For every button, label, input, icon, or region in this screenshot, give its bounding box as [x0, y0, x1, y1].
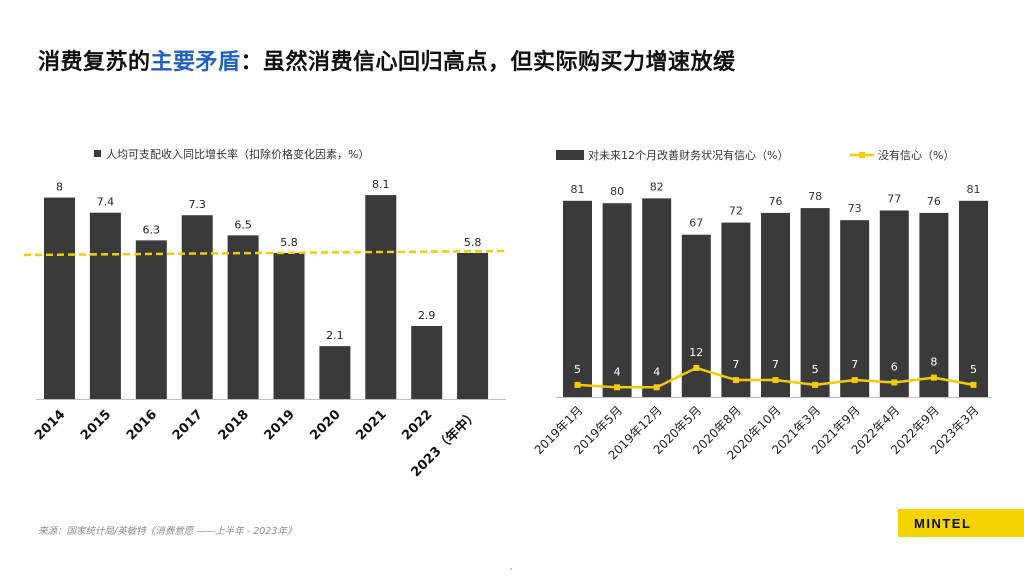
- line-point: [614, 384, 621, 391]
- line-value-label: 7: [851, 358, 858, 371]
- bar-2021: [365, 195, 397, 399]
- line-point: [851, 377, 858, 384]
- legend-marker-not-confident: [859, 152, 865, 158]
- line-point: [693, 364, 700, 371]
- bar-value-label: 5.8: [280, 236, 298, 249]
- income-growth-chart: 人均可支配收入同比增长率（扣除价格变化因素，%） 8 7.4 6.3 7.3 6.5 5.…: [23, 147, 507, 480]
- bar-2023（年中）: [457, 252, 489, 399]
- bar-2018: [227, 235, 259, 399]
- bar-value-label: 8.1: [372, 178, 390, 191]
- bar-value-label: 77: [887, 192, 901, 205]
- page-title: 消费复苏的主要矛盾：虽然消费信心回归高点，但实际购买力增速放缓: [38, 44, 736, 76]
- bar-value-label: 2.1: [326, 329, 344, 342]
- line-point: [653, 384, 660, 391]
- title-highlight: 主要矛盾: [150, 50, 241, 75]
- bar-2022年9月: [919, 212, 949, 397]
- line-point: [970, 381, 977, 388]
- bar-2019年1月: [563, 200, 592, 397]
- bar-value-label: 76: [769, 195, 783, 208]
- bar-value-label: 73: [848, 202, 862, 215]
- line-point: [732, 377, 739, 384]
- legend-swatch-income: [94, 150, 101, 157]
- bar-value-label: 7.3: [188, 198, 206, 211]
- bar-value-label: 5.8: [464, 236, 482, 249]
- title-part-2: ：虽然消费信心回归高点，但实际购买力增速放缓: [240, 50, 736, 75]
- line-value-label: 4: [614, 365, 621, 378]
- legend-label-confident: 对未来12个月改善财务状况有信心（%）: [588, 148, 788, 162]
- bar-2021年9月: [840, 220, 870, 397]
- line-point: [891, 379, 898, 386]
- bar-value-label: 81: [571, 183, 585, 196]
- legend-label-income: 人均可支配收入同比增长率（扣除价格变化因素，%）: [106, 147, 369, 161]
- bar-2014: [44, 197, 75, 399]
- bar-2020: [319, 346, 351, 399]
- bar-2017: [181, 215, 213, 399]
- source-note: 来源：国家统计局/英敏特《消费意愿 ——上半年 - 2023年》: [38, 526, 297, 537]
- bar-2020年10月: [761, 212, 790, 397]
- line-point: [772, 377, 779, 384]
- bar-value-label: 6.3: [143, 223, 161, 236]
- line-value-label: 5: [812, 363, 819, 376]
- bar-value-label: 80: [610, 185, 624, 198]
- bar-value-label: 82: [650, 180, 664, 193]
- line-value-label: 4: [653, 365, 660, 378]
- line-value-label: 5: [574, 363, 581, 376]
- line-value-label: 7: [772, 358, 779, 371]
- footer-mark: [510, 568, 512, 570]
- line-value-label: 5: [970, 363, 977, 376]
- reference-line: [23, 249, 507, 257]
- bar-2022: [411, 325, 443, 399]
- legend-swatch-confident: [556, 150, 584, 160]
- bar-2019: [273, 252, 305, 399]
- bar-value-label: 72: [729, 205, 743, 218]
- bar-2023年3月: [959, 200, 988, 397]
- bar-value-label: 7.4: [97, 196, 115, 209]
- line-value-label: 7: [732, 358, 739, 371]
- bar-2019年12月: [642, 198, 672, 397]
- bar-2022年4月: [879, 210, 909, 397]
- bar-value-label: 2.9: [418, 309, 436, 322]
- line-value-label: 8: [930, 356, 937, 369]
- bar-2021年3月: [800, 208, 830, 397]
- bar-value-label: 81: [967, 183, 981, 196]
- legend-label-not-confident: 没有信心（%）: [878, 148, 954, 162]
- line-point: [812, 381, 819, 388]
- bar-value-label: 76: [927, 195, 941, 208]
- bar-value-label: 8: [56, 181, 63, 194]
- bar-2016: [135, 240, 167, 399]
- bar-2015: [89, 212, 121, 399]
- bar-2020年8月: [721, 222, 751, 397]
- bar-value-label: 6.5: [234, 218, 252, 231]
- line-value-label: 6: [891, 360, 898, 373]
- bar-value-label: 67: [689, 217, 703, 230]
- bar-2019年5月: [602, 203, 632, 397]
- line-point: [574, 381, 581, 388]
- line-point: [930, 374, 937, 381]
- mintel-logo: MINTEL: [898, 509, 1024, 537]
- bar-value-label: 78: [808, 190, 822, 203]
- title-part-1: 消费复苏的: [38, 50, 151, 75]
- line-value-label: 12: [689, 346, 703, 359]
